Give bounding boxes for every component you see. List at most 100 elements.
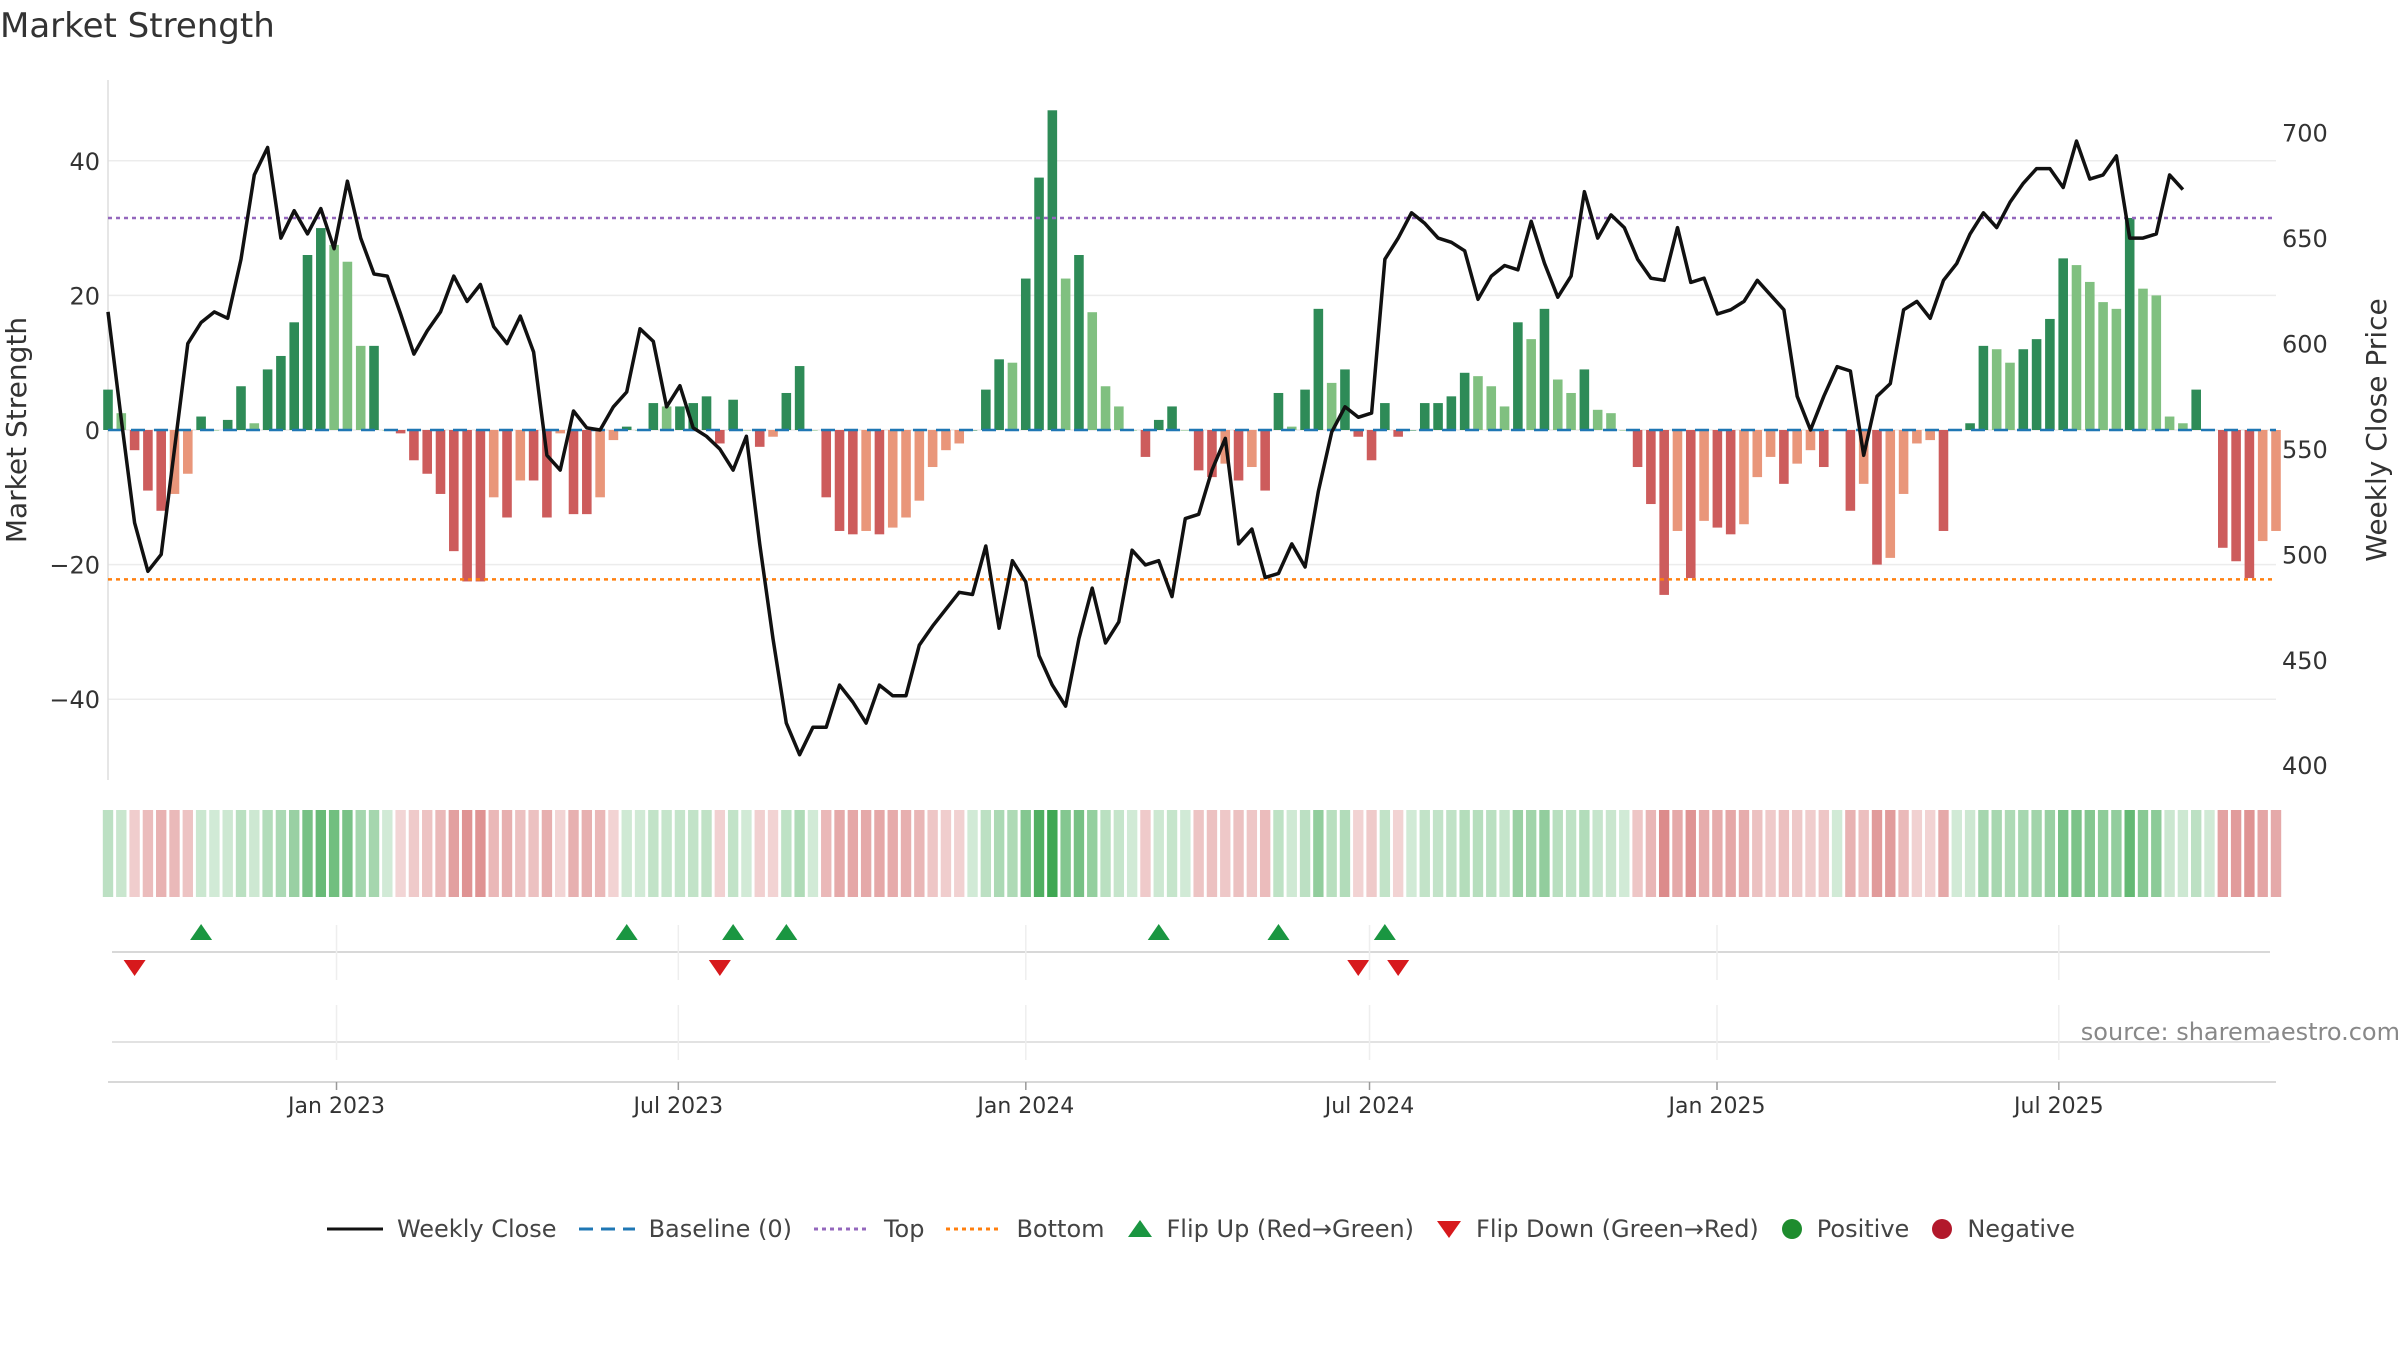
heat-strip-cell [1991,810,2002,897]
heat-strip-cell [2204,810,2215,897]
flip-down-icon [1437,1221,1462,1238]
heat-strip-cell [621,810,632,897]
strength-bar [1752,430,1763,478]
y-tick-label: −40 [49,686,100,714]
heat-strip-cell [1911,810,1923,897]
heat-strip-cell [1978,810,1989,897]
strength-bar [781,392,792,430]
strength-bar [582,430,592,515]
strength-bar [861,430,871,531]
strength-bar [715,430,725,444]
strength-bar [1286,426,1297,430]
flip-up-marker [722,924,745,940]
strength-bar [183,430,193,474]
heat-strip-cell [1206,810,1218,897]
y2-tick-label: 450 [2282,647,2328,675]
heat-strip-cell [435,810,446,897]
heat-strip-cell [448,810,460,897]
heat-strip-cell [661,810,672,897]
heat-strip-cell [608,810,619,897]
heat-strip-cell [1299,810,1311,897]
heat-strip-cell [1871,810,1883,897]
heat-strip-cell [1552,810,1563,897]
baseline-swatch [578,1227,635,1231]
heat-strip-cell [993,810,1005,897]
heat-strip-cell [1512,810,1524,897]
strength-bar [2098,302,2108,430]
strength-bar [1978,345,1989,430]
heat-strip-cell [156,810,167,897]
strength-bar [2031,339,2042,430]
strength-bar [1393,430,1403,437]
heat-strip-cell [515,810,526,897]
y2-tick-label: 550 [2282,436,2328,464]
heat-strip-cell [1579,810,1590,897]
heat-strip-cell [289,810,300,897]
legend-flip-up: Flip Up (Red→Green) [1125,1215,1414,1243]
heat-strip-cell [129,810,140,897]
strength-bar [954,430,965,444]
heat-strip-cell [2124,810,2135,897]
heat-strip-cell [1898,810,1909,897]
strength-bar [329,244,339,430]
strength-bar [1260,430,1270,491]
heat-strip-cell [1259,810,1271,897]
strength-bar [688,403,699,430]
strength-bar [528,430,539,481]
strength-bar [1885,430,1896,558]
heat-strip-cell [1353,810,1364,897]
strength-bar [1646,430,1656,505]
strength-bar [927,430,938,468]
strength-bar [1193,430,1204,471]
heat-strip-cell [328,810,340,897]
heat-strip-cell [1060,810,1071,897]
strength-bar [462,430,472,582]
strength-bar [2191,389,2201,430]
strength-bar [1606,413,1616,430]
legend-negative: Negative [1929,1215,2075,1243]
heat-strip-cell [249,810,260,897]
heat-strip-cell [315,810,326,897]
heat-strip-cell [980,810,992,897]
strength-bar [449,430,459,552]
strength-bar [1659,430,1669,595]
weekly-close-line [106,139,2185,757]
heat-strip-cell [1313,810,1324,897]
heat-strip-cell [821,810,832,897]
heat-strip-cell [1619,810,1630,897]
strength-bar [2231,430,2241,562]
strength-bar [143,430,153,491]
heat-strip-cell [1153,810,1164,897]
heat-strip-cell [2257,810,2268,897]
strength-bar [1300,389,1310,430]
heat-strip-cell [116,810,127,897]
strength-bar [1446,396,1457,430]
heat-strip-cell [501,810,513,897]
strength-bar [1459,372,1470,430]
strength-bar [1539,308,1550,430]
strength-bar [1699,430,1709,521]
strength-bar [568,430,579,515]
strength-bar [156,430,166,511]
strength-bar [488,430,499,498]
y-tick-label: −20 [49,552,100,580]
strength-bar [1074,255,1084,430]
strength-bar [222,419,233,430]
heat-strip-cell [368,810,380,897]
heat-strip-cell [382,810,393,897]
strength-bar [728,399,738,430]
flip-up-marker [775,924,798,940]
weekly-close-swatch [326,1227,383,1231]
heat-strip-cell [488,810,499,897]
negative-dot-icon [1932,1219,1953,1239]
positive-dot-icon [1781,1219,1802,1239]
heat-strip-cell [2018,810,2029,897]
heat-strip-cell [1140,810,1151,897]
strength-bar [1898,430,1909,494]
heat-strip-cell [834,810,845,897]
strength-bar [1087,312,1098,430]
strength-bar [1100,386,1111,430]
strength-bar [1779,430,1789,484]
heat-strip-cell [528,810,539,897]
heat-strip-cell [1180,810,1191,897]
